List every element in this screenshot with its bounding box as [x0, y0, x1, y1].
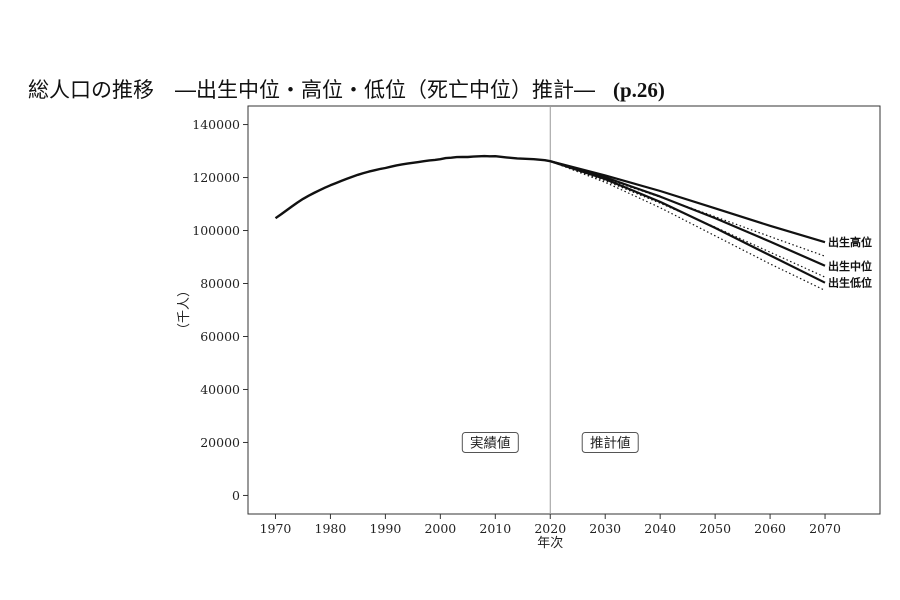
- y-tick-label: 40000: [200, 382, 240, 397]
- x-tick-label: 2030: [589, 521, 621, 536]
- y-tick-label: 80000: [200, 276, 240, 291]
- dotted-projection-line: [550, 160, 826, 278]
- y-axis-title: （千人）: [177, 284, 192, 336]
- series-label: 出生中位: [828, 259, 872, 273]
- annotation-label: 推計値: [590, 435, 631, 451]
- chart-title-main: 総人口の推移 ―出生中位・高位・低位（死亡中位）推計―: [28, 78, 595, 102]
- y-tick-label: 120000: [192, 170, 240, 185]
- axis-ticks: 1970 1980 1990 2000 2010 2020 2030 2040 2050 2060…: [192, 117, 841, 536]
- y-tick-label: 60000: [200, 329, 240, 344]
- plot-frame: [247, 105, 881, 515]
- y-tick-label: 20000: [200, 435, 240, 450]
- annotation-box: 実績値: [461, 431, 519, 453]
- projection-line: [550, 160, 826, 244]
- annotation-border: [461, 431, 519, 453]
- annotation-border: [581, 431, 639, 453]
- series-label: 出生高位: [828, 235, 872, 249]
- projection-line: [549, 160, 826, 267]
- x-tick-label: 1980: [315, 521, 347, 536]
- plot-border: [247, 105, 881, 515]
- x-tick-label: 2020: [534, 521, 566, 536]
- x-tick-label: 2000: [424, 521, 456, 536]
- x-tick-label: 2010: [479, 521, 511, 536]
- x-tick-label: 2050: [699, 521, 731, 536]
- chart-title: 総人口の推移 ―出生中位・高位・低位（死亡中位）推計― (p.26): [28, 74, 665, 104]
- actual-population-line: [274, 154, 551, 220]
- x-axis-title: 年次: [537, 535, 563, 551]
- page-reference: (p.26): [613, 78, 665, 102]
- x-tick-label: 2070: [809, 521, 841, 536]
- x-tick-label: 2060: [754, 521, 786, 536]
- x-tick-label: 1970: [260, 521, 292, 536]
- dotted-projection-line: [550, 160, 826, 291]
- y-tick-label: 100000: [192, 223, 240, 238]
- y-tick-label: 140000: [192, 117, 240, 132]
- x-tick-label: 2040: [644, 521, 676, 536]
- annotation-layer: 実績値 推計値: [461, 431, 639, 453]
- y-tick-label: 0: [232, 488, 240, 503]
- annotation-box: 推計値: [581, 431, 639, 453]
- x-tick-label: 1990: [369, 521, 401, 536]
- projection-line: [549, 160, 826, 284]
- series-label: 出生低位: [828, 276, 872, 290]
- annotation-label: 実績値: [470, 435, 511, 451]
